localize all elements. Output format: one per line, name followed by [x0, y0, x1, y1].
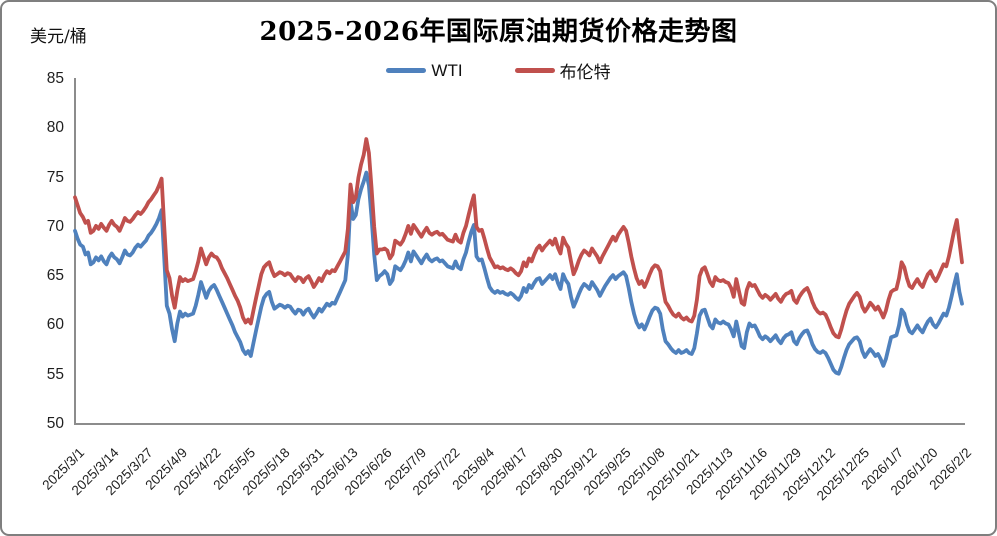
legend-label-brent: 布伦特	[559, 63, 611, 82]
legend-item-wti: WTI	[386, 60, 463, 81]
legend-item-brent: 布伦特	[514, 58, 611, 83]
brent-line-swatch-icon	[514, 68, 555, 73]
legend-label-wti: WTI	[431, 60, 463, 80]
legend: WTI 布伦特	[2, 58, 995, 83]
series-line-brent	[73, 137, 964, 340]
y-tick-label: 75	[46, 168, 64, 186]
y-tick-label: 60	[46, 316, 64, 334]
y-tick-label: 70	[46, 217, 64, 235]
wti-line-swatch-icon	[386, 68, 427, 73]
y-tick-label: 80	[46, 119, 64, 137]
y-tick-label: 50	[46, 415, 64, 432]
y-tick-label: 85	[46, 70, 64, 87]
y-tick-label: 65	[46, 267, 64, 285]
series-line-wti	[73, 170, 964, 376]
chart-title: 2025-2026年国际原油期货价格走势图	[259, 17, 738, 47]
y-tick-label: 55	[46, 365, 64, 383]
y-axis-unit-label: 美元/桶	[30, 27, 87, 47]
